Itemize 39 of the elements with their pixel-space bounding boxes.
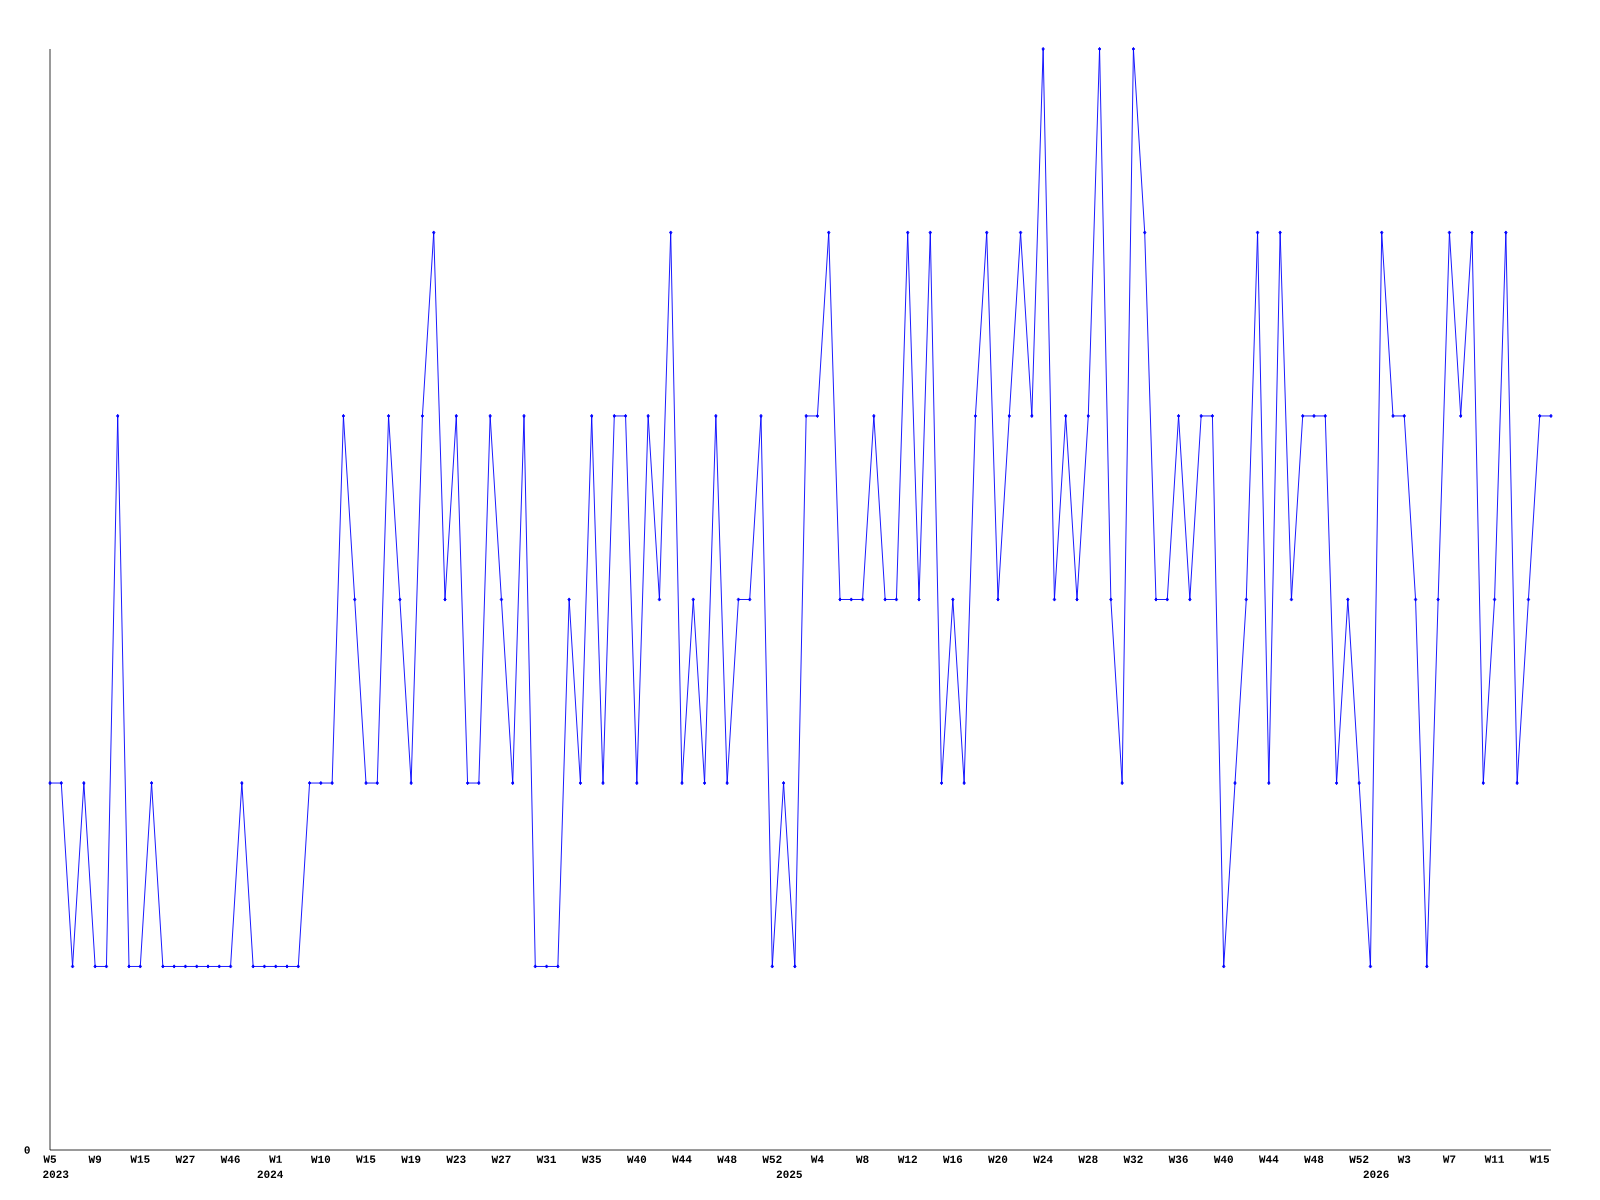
x-tick-label: W52 xyxy=(1349,1155,1369,1163)
x-tick-label: W40 xyxy=(1213,1155,1233,1163)
x-tick-label: W48 xyxy=(1304,1155,1324,1163)
x-tick-label: W20 xyxy=(988,1155,1008,1163)
x-tick-label: W16 xyxy=(942,1155,963,1163)
x-tick-label: W7 xyxy=(1442,1155,1456,1163)
x-tick-label: W4 xyxy=(810,1155,824,1163)
x-tick-label: W15 xyxy=(130,1155,150,1163)
text: 2024 xyxy=(257,1170,284,1178)
x-tick-label: W28 xyxy=(1078,1155,1098,1163)
x-tick-label: W19 xyxy=(401,1155,421,1163)
x-tick-label: W5 xyxy=(43,1155,57,1163)
text: 2026 xyxy=(1363,1170,1389,1178)
x-tick-label: W9 xyxy=(88,1155,102,1163)
x-tick-label: W15 xyxy=(1529,1155,1550,1163)
x-tick-label: W12 xyxy=(897,1155,917,1163)
x-tick-label: W44 xyxy=(1258,1155,1279,1163)
x-tick-label: W44 xyxy=(672,1155,692,1163)
x-tick-label: W52 xyxy=(762,1155,782,1163)
x-tick-label: W3 xyxy=(1397,1155,1411,1164)
x-tick-label: W23 xyxy=(446,1155,466,1164)
text: 2025 xyxy=(776,1170,802,1178)
x-tick-label: W40 xyxy=(626,1155,647,1163)
x-tick-label: W35 xyxy=(581,1155,602,1164)
text: 0 xyxy=(24,1146,30,1154)
x-tick-label: W31 xyxy=(536,1155,556,1164)
x-tick-label: W48 xyxy=(717,1155,737,1163)
x-tick-label: W27 xyxy=(175,1155,195,1163)
x-tick-label: W11 xyxy=(1484,1155,1504,1163)
x-tick-label: W27 xyxy=(491,1155,511,1163)
x-tick-label: W1 xyxy=(269,1155,282,1163)
x-tick-label: W8 xyxy=(855,1155,869,1163)
text: 2023 xyxy=(43,1170,69,1179)
x-tick-label: W10 xyxy=(310,1155,331,1163)
x-tick-label: W36 xyxy=(1168,1155,1188,1164)
x-tick-label: W15 xyxy=(356,1155,376,1163)
x-tick-label: W24 xyxy=(1033,1155,1053,1163)
x-tick-label: W46 xyxy=(220,1155,240,1163)
x-tick-label: W32 xyxy=(1123,1155,1143,1164)
